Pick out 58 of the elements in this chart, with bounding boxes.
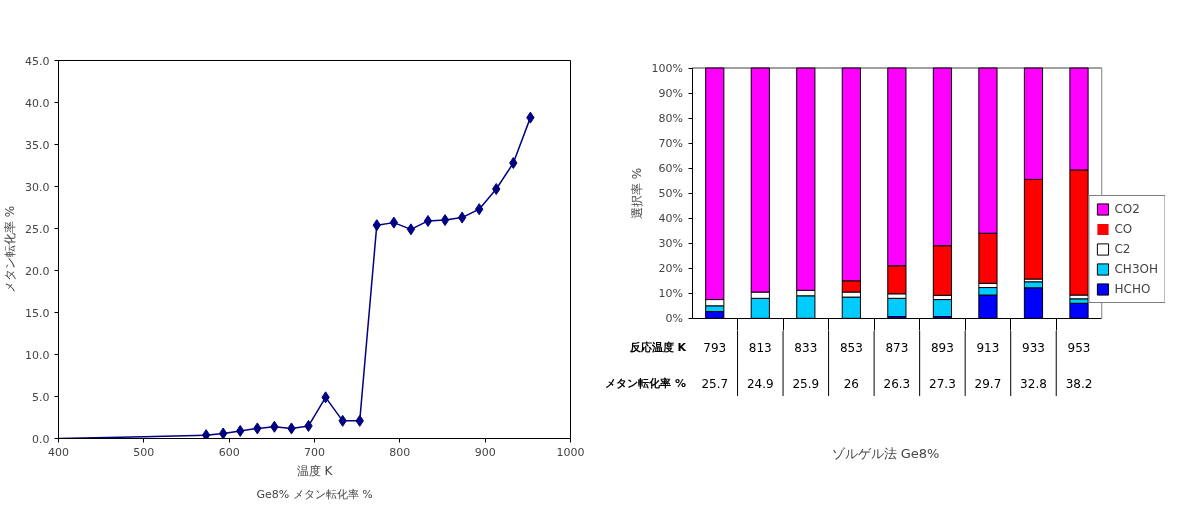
y-tick-label: 50%: [658, 186, 684, 200]
y-tick-label: 45.0: [25, 54, 50, 68]
text: 38.2: [1065, 376, 1093, 391]
y-tick-label: 20%: [658, 261, 684, 275]
legend-label: CH3OH: [1114, 262, 1158, 276]
y-tick-label: 80%: [658, 111, 684, 125]
text: 25.7: [701, 376, 729, 391]
text: ゾルゲル法 Ge8%: [831, 445, 940, 461]
text: Ge8% メタン転化率 %: [256, 487, 373, 501]
x-tick-label: 933: [1022, 340, 1045, 355]
text: 32.8: [1020, 376, 1047, 391]
x-tick-label: 873: [885, 340, 909, 355]
y-tick-label: 20.0: [25, 264, 50, 278]
legend-label: CO2: [1114, 202, 1140, 216]
y-axis-title: メタン転化率 %: [3, 205, 18, 294]
x-tick-label: 813: [748, 340, 772, 355]
text: メタン転化率 %: [605, 376, 687, 390]
x-tick-label: 1000: [556, 445, 585, 459]
y-axis-title: 選択率 %: [630, 167, 645, 220]
x-tick-label: 600: [218, 445, 240, 459]
y-tick-label: 0%: [665, 311, 684, 325]
y-tick-label: 0.0: [32, 432, 50, 446]
x-tick-label: 900: [474, 445, 496, 459]
y-tick-label: 40%: [658, 211, 684, 225]
legend-label: CO: [1114, 222, 1134, 236]
text: 26: [843, 376, 859, 391]
x-axis-title: 反応温度 K: [628, 340, 687, 354]
y-tick-label: 90%: [658, 86, 684, 100]
x-tick-label: 853: [839, 340, 863, 355]
y-tick-label: 40.0: [25, 96, 50, 110]
text: 29.7: [974, 376, 1002, 391]
y-tick-label: 10.0: [25, 348, 50, 362]
y-tick-label: 100%: [651, 61, 684, 75]
legend-label: C2: [1114, 242, 1132, 256]
text: 25.9: [792, 376, 820, 391]
y-tick-label: 30.0: [25, 180, 50, 194]
x-tick-label: 700: [304, 445, 325, 459]
x-tick-label: 400: [48, 445, 69, 459]
y-tick-label: 30%: [658, 236, 684, 250]
x-tick-label: 833: [794, 340, 818, 355]
x-tick-label: 953: [1067, 340, 1091, 355]
x-tick-label: 500: [133, 445, 155, 459]
y-tick-label: 35.0: [25, 138, 50, 152]
y-tick-label: 10%: [658, 286, 684, 300]
x-tick-label: 793: [703, 340, 727, 355]
text: 26.3: [883, 376, 911, 391]
x-tick-label: 893: [930, 340, 954, 355]
y-tick-label: 70%: [658, 136, 684, 150]
text: 24.9: [746, 376, 774, 391]
x-tick-label: 800: [389, 445, 411, 459]
y-tick-label: 5.0: [32, 390, 50, 404]
y-tick-label: 25.0: [25, 222, 50, 236]
y-tick-label: 15.0: [25, 306, 50, 320]
x-tick-label: 913: [976, 340, 1000, 355]
x-axis-title: 温度 K: [296, 463, 334, 478]
y-tick-label: 60%: [658, 161, 684, 175]
text: 27.3: [929, 376, 956, 391]
legend-label: HCHO: [1114, 282, 1151, 296]
